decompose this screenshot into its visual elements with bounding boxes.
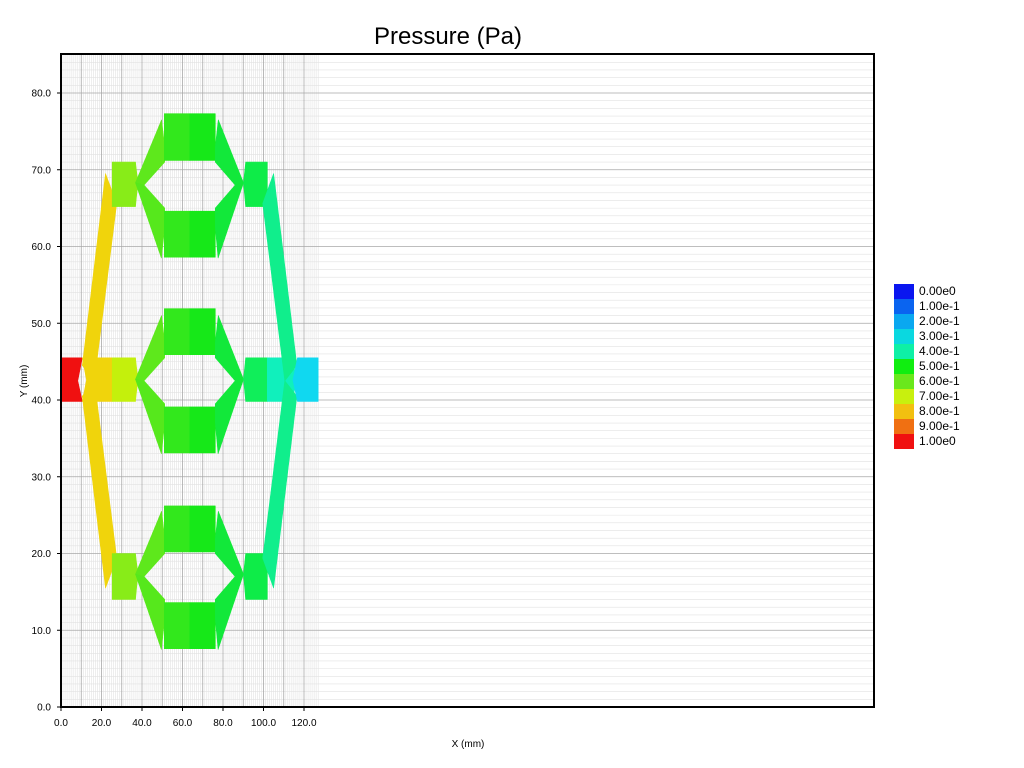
legend-swatch [894,314,914,329]
region-bot-lower-right-arm [215,573,244,650]
x-tick-label: 120.0 [291,718,316,729]
color-legend: 0.00e01.00e-12.00e-13.00e-14.00e-15.00e-… [894,284,960,449]
region-mid-lower-right-arm [215,378,244,455]
y-tick-label: 50.0 [32,319,52,330]
y-tick-label: 60.0 [32,242,52,253]
legend-swatch [894,284,914,299]
y-tick-label: 70.0 [32,165,52,176]
region-mid-lower-channel-a [164,406,191,454]
legend-label: 6.00e-1 [919,374,960,388]
legend-swatch [894,359,914,374]
legend-swatch [894,299,914,314]
region-outlet-channel [292,357,319,402]
legend-label: 3.00e-1 [919,329,960,343]
y-tick-label: 40.0 [32,396,52,407]
y-tick-label: 0.0 [37,703,51,714]
region-bottom-left-channel [111,553,139,600]
y-tick-label: 80.0 [32,89,52,100]
region-top-lower-channel-b [189,210,216,258]
pressure-regions [60,113,319,650]
plot-frame [60,53,875,708]
y-axis-ticks: 0.0 10.0 20.0 30.0 40.0 50.0 60.0 70.0 80.0 [32,89,61,714]
legend-swatch [894,374,914,389]
x-tick-label: 40.0 [132,718,152,729]
legend-swatch [894,389,914,404]
x-axis-label: X (mm) [452,739,485,750]
region-top-lower-right-arm [215,182,244,259]
legend-label: 9.00e-1 [919,419,960,433]
region-top-upper-channel-b [189,113,216,161]
region-top-right-channel [243,161,268,207]
legend-swatch [894,329,914,344]
region-mid-right-channel [243,357,268,402]
x-axis-ticks: 0.0 20.0 40.0 60.0 80.0 100.0 120.0 [54,707,317,729]
legend-label: 8.00e-1 [919,404,960,418]
region-mid-upper-channel-b [189,308,216,356]
x-tick-label: 0.0 [54,718,68,729]
region-bot-lower-channel-b [189,602,216,650]
region-mid-upper-channel-a [164,308,191,356]
legend-swatch [894,434,914,449]
region-top-upper-channel-a [164,113,191,161]
region-bot-upper-channel-b [189,505,216,553]
region-middle-left-junction [82,357,113,402]
x-tick-label: 80.0 [213,718,233,729]
legend-swatch [894,344,914,359]
chart-title: Pressure (Pa) [374,23,522,50]
y-axis-label: Y (mm) [19,365,30,398]
region-bottom-right-channel [243,553,268,600]
region-bot-upper-channel-a [164,505,191,553]
legend-swatch [894,404,914,419]
y-tick-label: 20.0 [32,549,52,560]
region-top-lower-channel-a [164,210,191,258]
legend-label: 5.00e-1 [919,359,960,373]
y-tick-label: 10.0 [32,626,52,637]
x-tick-label: 100.0 [251,718,276,729]
legend-label: 1.00e-1 [919,299,960,313]
legend-label: 7.00e-1 [919,389,960,403]
y-tick-label: 30.0 [32,472,52,483]
region-mid-lower-channel-b [189,406,216,454]
region-bot-lower-channel-a [164,602,191,650]
x-tick-label: 60.0 [173,718,193,729]
legend-label: 1.00e0 [919,434,956,448]
legend-label: 4.00e-1 [919,344,960,358]
region-mid-left-channel [111,357,139,402]
legend-swatch [894,419,914,434]
legend-label: 0.00e0 [919,284,956,298]
legend-label: 2.00e-1 [919,314,960,328]
region-top-left-channel [111,161,139,207]
x-tick-label: 20.0 [92,718,112,729]
